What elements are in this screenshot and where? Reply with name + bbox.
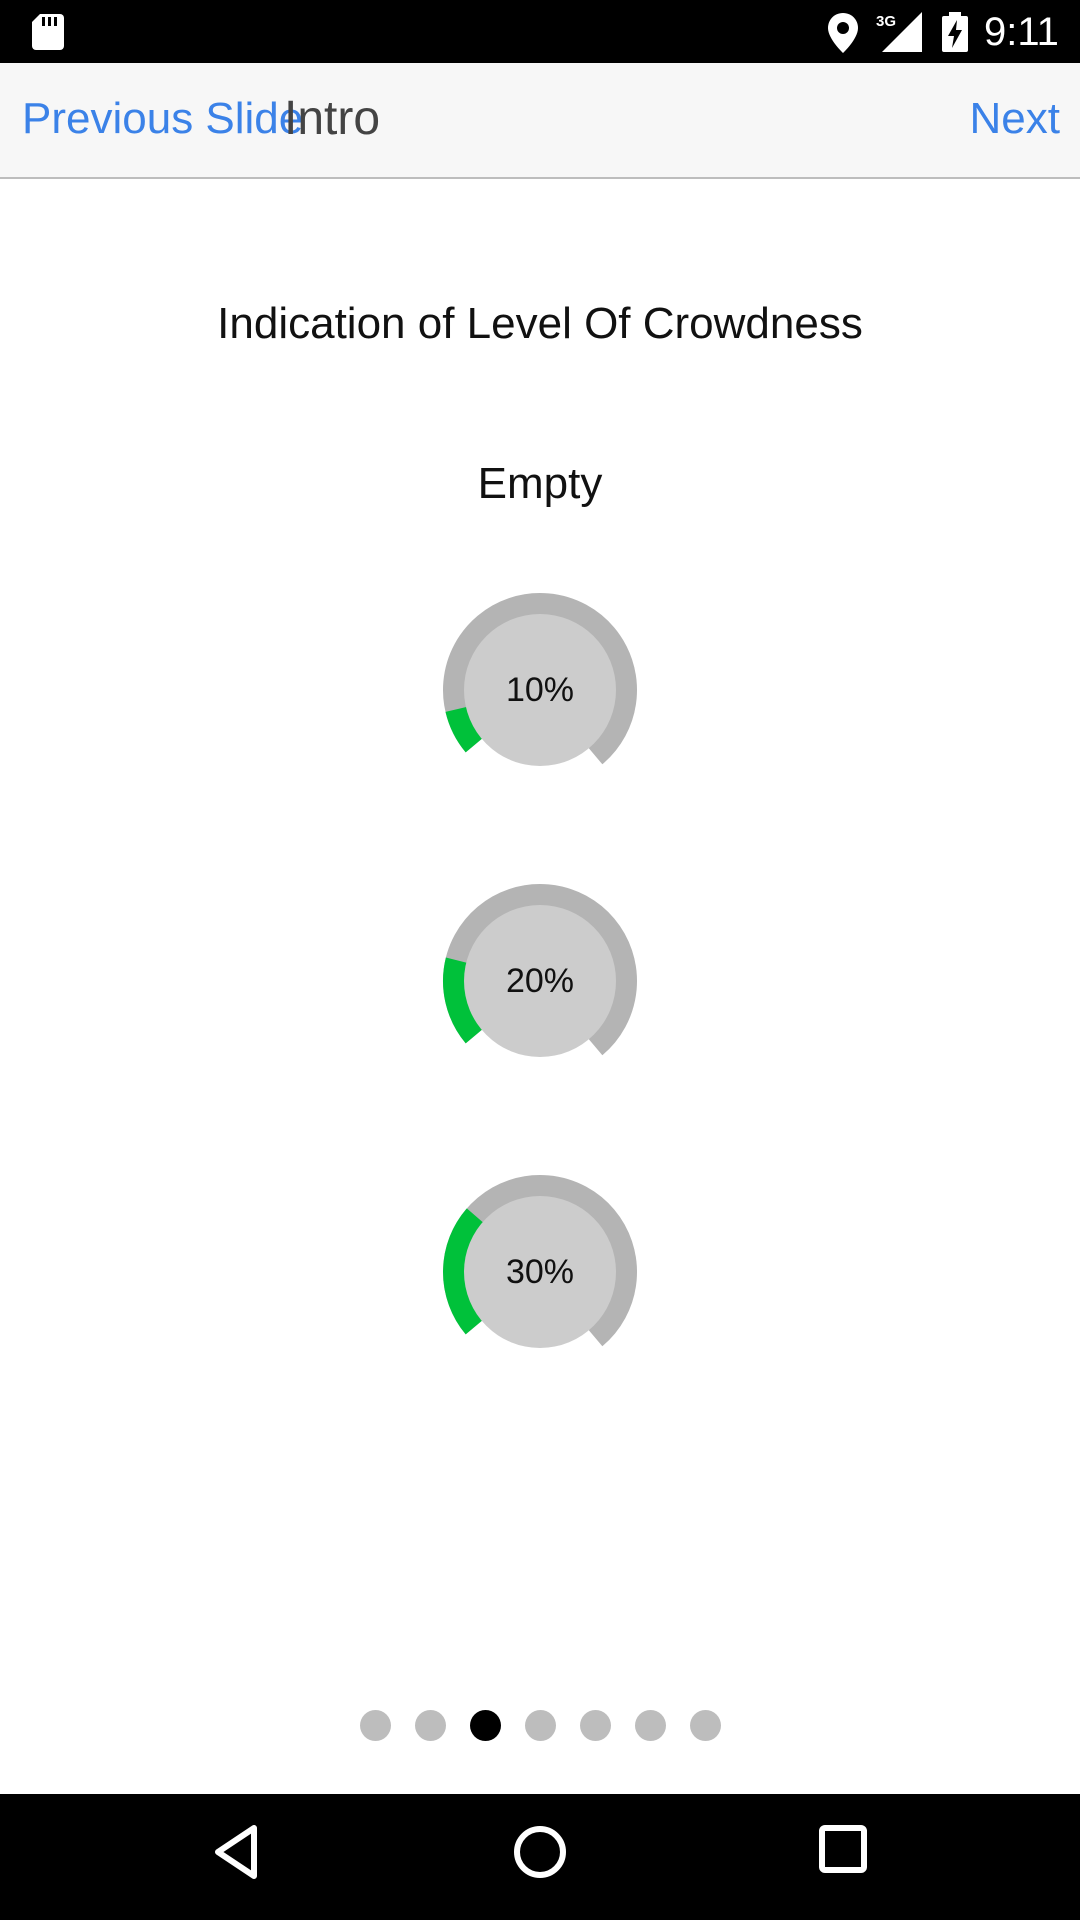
recents-icon[interactable] (818, 1824, 868, 1874)
network-type-label: 3G (876, 13, 896, 30)
gauge-20-percent: 20% (440, 881, 640, 1081)
page-dot[interactable] (634, 1710, 666, 1741)
slide-heading: Indication of Level Of Crowdness (217, 299, 863, 348)
gauge-fill (443, 1208, 484, 1335)
gauge-ring (443, 593, 637, 766)
battery-charging-icon (942, 12, 968, 52)
gauge-30-percent: 30% (440, 1172, 640, 1372)
gauge-label: 10% (505, 670, 575, 709)
signal-3g-icon: 3G (876, 12, 922, 52)
sd-card-icon (32, 14, 64, 50)
status-time: 9:11 (984, 10, 1059, 54)
status-bar: 3G 9:11 (0, 0, 1080, 63)
gauge-inner (464, 1196, 616, 1348)
page-dot[interactable] (524, 1710, 556, 1741)
location-icon (828, 13, 858, 53)
gauge-track (443, 593, 637, 765)
crowd-level-label: Empty (477, 459, 603, 508)
page-indicator (0, 1710, 1080, 1742)
gauge-inner (464, 905, 616, 1057)
gauge-fill (445, 706, 483, 753)
system-nav-bar (0, 1794, 1080, 1920)
page-dot[interactable] (414, 1710, 446, 1741)
back-icon[interactable] (210, 1822, 270, 1882)
page-dot[interactable] (689, 1710, 721, 1741)
gauge-label: 20% (505, 961, 575, 1000)
gauge-ring (443, 884, 637, 1057)
page-dot-active[interactable] (469, 1710, 501, 1741)
gauge-fill (443, 957, 483, 1044)
next-button[interactable]: Next (969, 94, 1060, 143)
gauge-label: 30% (505, 1252, 575, 1291)
home-icon[interactable] (510, 1822, 570, 1882)
gauge-ring (443, 1175, 637, 1348)
page-title: Intro (284, 92, 381, 145)
page-dot[interactable] (359, 1710, 391, 1741)
gauge-10-percent: 10% (440, 590, 640, 790)
page-dot[interactable] (579, 1710, 611, 1741)
top-nav-bar: Previous Slide Intro Next (0, 63, 1080, 179)
gauge-inner (464, 614, 616, 766)
previous-slide-button[interactable]: Previous Slide (22, 94, 304, 143)
